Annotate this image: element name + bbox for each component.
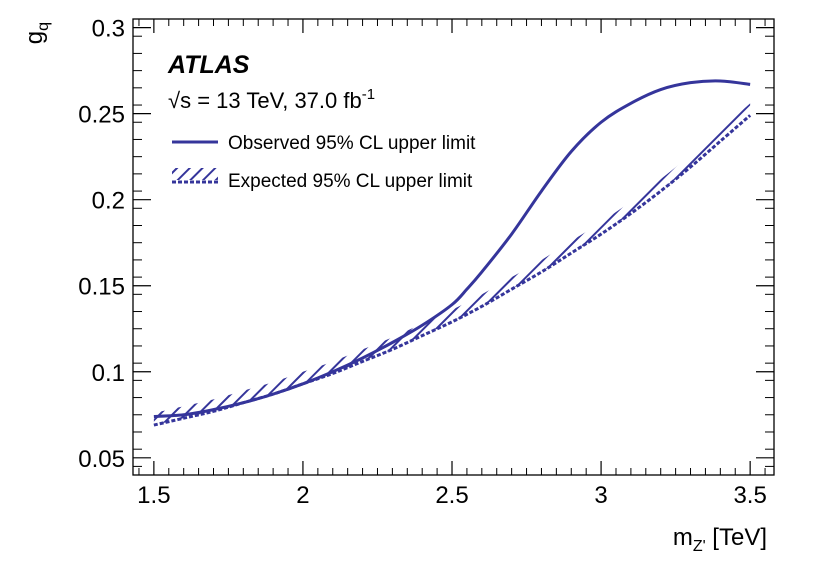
atlas-label: ATLAS — [167, 51, 250, 79]
x-tick-label: 3.5 — [733, 482, 766, 509]
x-tick-label: 2 — [296, 482, 309, 509]
y-tick-label: 0.2 — [92, 188, 125, 215]
legend: Observed 95% CL upper limit Expected 95%… — [172, 133, 476, 192]
y-tick-label: 0.25 — [78, 102, 125, 129]
x-tick-label: 1.5 — [137, 482, 170, 509]
y-axis: 0.05 0.1 0.15 0.2 0.25 0.3 — [78, 16, 774, 473]
y-tick-label: 0.15 — [78, 274, 125, 301]
legend-expected-label: Expected 95% CL upper limit — [228, 171, 473, 192]
x-tick-label: 2.5 — [435, 482, 468, 509]
plot-frame — [132, 18, 775, 476]
y-tick-label: 0.05 — [78, 446, 125, 473]
x-axis: 1.5 2 2.5 3 3.5 — [137, 19, 767, 509]
expected-limit-line — [153, 114, 752, 427]
x-axis-title: mZ' [TeV] — [673, 524, 767, 555]
y-tick-label: 0.3 — [92, 16, 125, 43]
legend-expected-swatch — [172, 168, 218, 180]
chart-marks — [153, 79, 752, 427]
x-tick-label: 3 — [594, 482, 607, 509]
legend-observed-label: Observed 95% CL upper limit — [228, 133, 476, 154]
y-tick-label: 0.1 — [92, 360, 125, 387]
y-axis-title: gq — [21, 22, 52, 44]
energy-lumi-label: √s = 13 TeV, 37.0 fb-1 — [168, 86, 375, 113]
observed-limit-line — [153, 79, 751, 418]
